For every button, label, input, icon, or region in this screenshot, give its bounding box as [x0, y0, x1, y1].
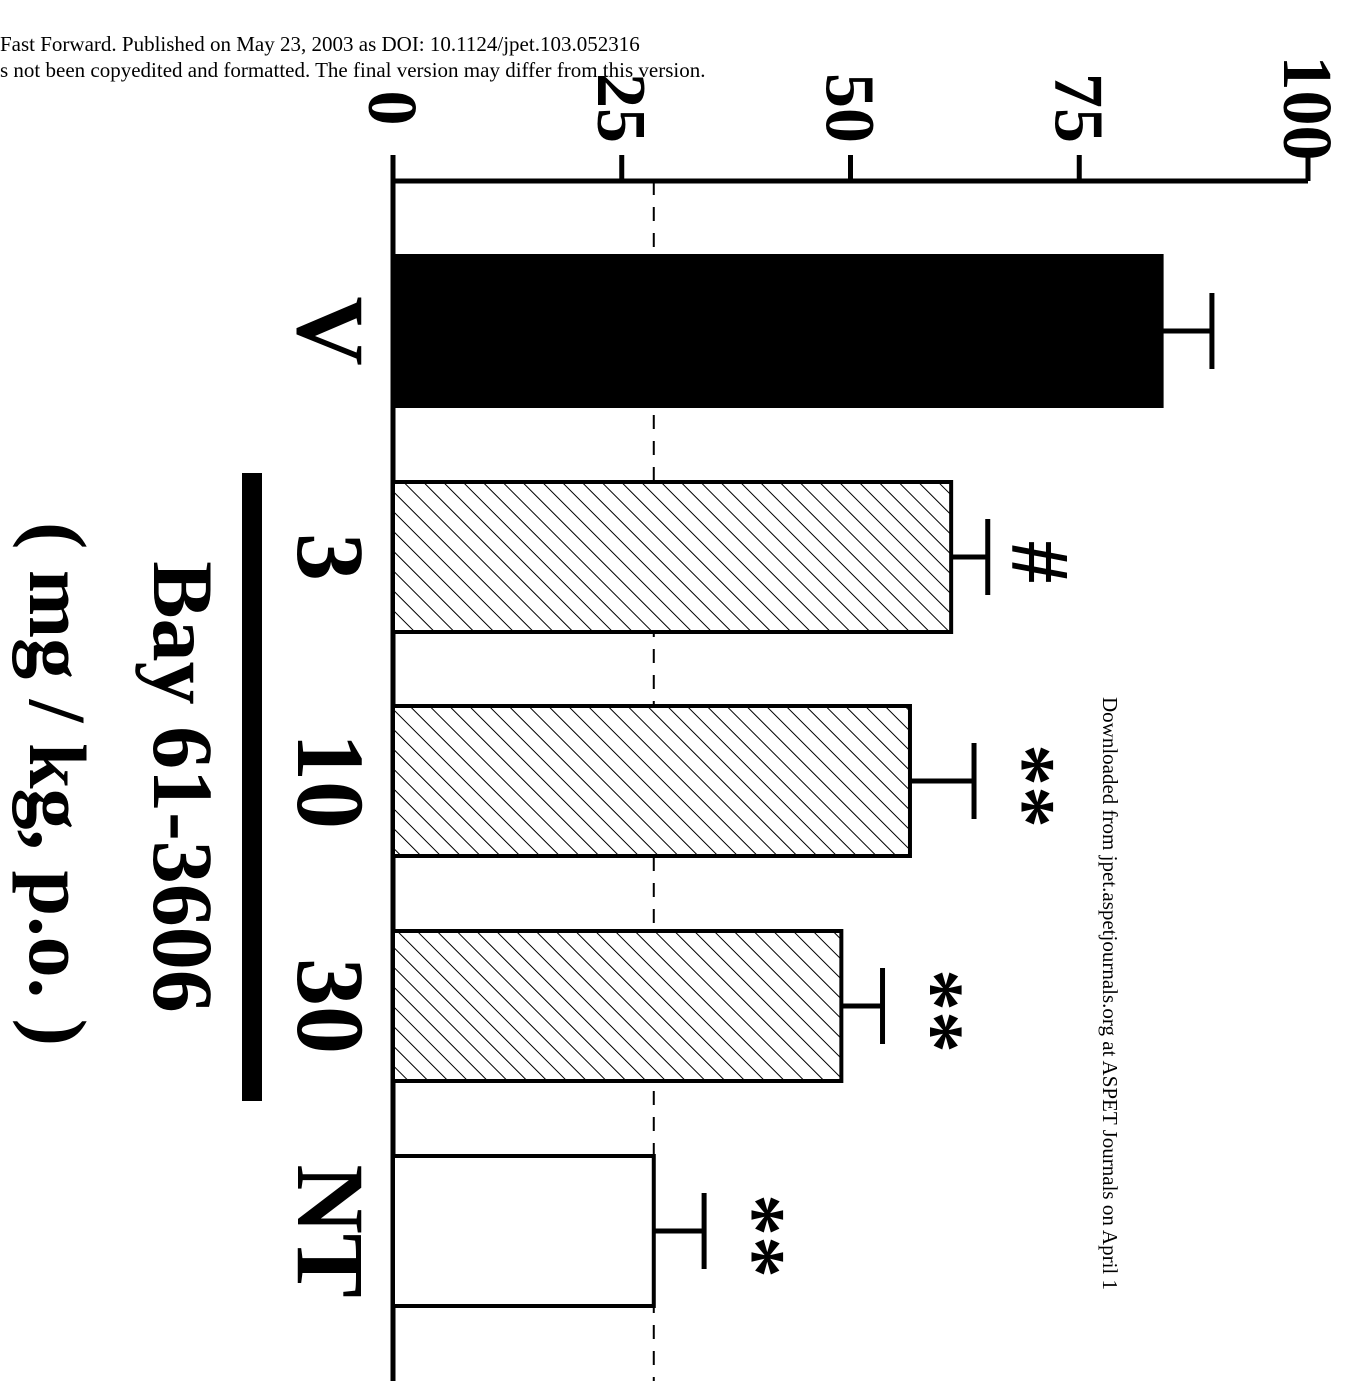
bar-30 [391, 929, 844, 1083]
bar-NT [391, 1154, 656, 1308]
significance-group-NT: ** [709, 1194, 802, 1278]
category-label-10: 10 [277, 733, 384, 829]
x-axis-title: Bay 61-3606 [135, 561, 231, 1013]
header-line-2: s not been copyedited and formatted. The… [0, 58, 706, 82]
bar-10 [391, 704, 912, 858]
significance-group-3: # [993, 541, 1086, 583]
bar-V [391, 254, 1164, 408]
tick-label-75: 75 [1039, 73, 1116, 143]
significance-marker-NT: ** [709, 1194, 802, 1278]
tick-label-group-0: 0 [353, 91, 430, 126]
tick-label-50: 50 [811, 73, 888, 143]
bars [391, 254, 1215, 1308]
significance-marker-30: ** [888, 969, 981, 1053]
category-label-NT: NT [277, 1164, 384, 1297]
significance-marker-3: # [993, 541, 1086, 583]
tick-label-0: 0 [353, 91, 430, 126]
significance-marker-10: ** [979, 744, 1072, 828]
bar-3 [391, 480, 954, 634]
labels: 0 25 50 75 100 V 3 #10 ** 30 ** NT ** Bay 61-3606 ( mg… [12, 56, 1345, 1298]
category-label-V: V [277, 296, 384, 365]
tick-label-25: 25 [582, 73, 659, 143]
tick-label-group-25: 25 [582, 73, 659, 143]
significance-group-30: ** [888, 969, 981, 1053]
tick-label-100: 100 [1268, 56, 1345, 161]
xunit-group: ( mg / kg, p.o. ) [12, 522, 103, 1046]
category-label-3: 3 [277, 533, 384, 581]
category-label-group-3: 3 [277, 533, 384, 581]
x-axis-unit: ( mg / kg, p.o. ) [12, 522, 103, 1046]
header-line-1: Fast Forward. Published on May 23, 2003 … [0, 32, 640, 56]
category-label-30: 30 [277, 958, 384, 1054]
tick-label-group-75: 75 [1039, 73, 1116, 143]
tick-label-group-50: 50 [811, 73, 888, 143]
category-label-group-V: V [277, 296, 384, 365]
category-label-group-30: 30 [277, 958, 384, 1054]
tick-label-group-100: 100 [1268, 56, 1345, 161]
category-label-group-NT: NT [277, 1164, 384, 1297]
significance-group-10: ** [979, 744, 1072, 828]
category-label-group-10: 10 [277, 733, 384, 829]
xlabel-group: Bay 61-3606 [135, 561, 231, 1013]
